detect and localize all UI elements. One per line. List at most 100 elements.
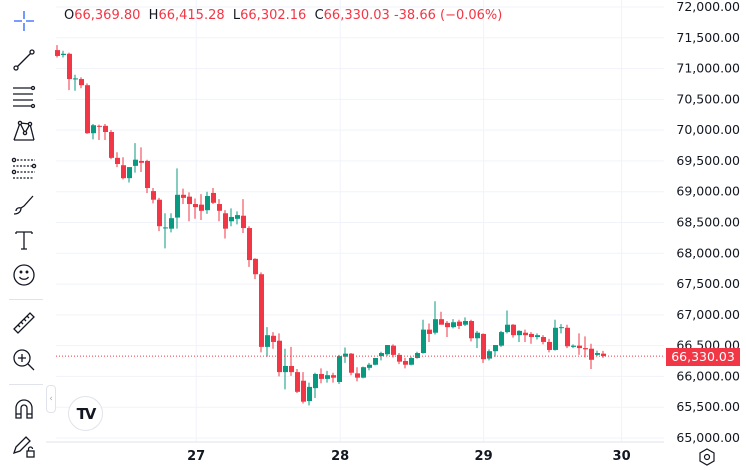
candle-body	[277, 340, 282, 373]
candle	[469, 319, 474, 342]
candle-body	[91, 125, 96, 134]
candle	[265, 327, 270, 357]
candle-body	[439, 319, 444, 325]
brush-tool[interactable]	[9, 190, 39, 220]
candle-body	[337, 356, 342, 382]
candle	[79, 77, 84, 89]
drawing-toolbar	[0, 0, 46, 470]
time-axis: 27 28 29 30	[187, 449, 630, 464]
candle	[157, 197, 162, 232]
candle-body	[595, 353, 600, 355]
pattern-tool[interactable]	[9, 116, 39, 146]
chart-settings-icon[interactable]	[697, 447, 717, 467]
candle-body	[109, 131, 114, 158]
candle	[499, 330, 504, 347]
candle	[151, 188, 156, 204]
candle-body	[565, 327, 570, 347]
candle-body	[331, 375, 336, 378]
candle	[601, 350, 606, 358]
candle	[109, 130, 114, 160]
candle	[121, 157, 126, 180]
candle	[475, 330, 480, 349]
candle	[271, 332, 276, 349]
candle	[199, 194, 204, 221]
price-tick-label: 71,000.00	[676, 61, 740, 76]
candle-body	[571, 345, 576, 347]
lock-drawings-icon	[12, 436, 35, 458]
close-key: C	[314, 8, 324, 23]
ohlc-legend: O66,369.80 H66,415.28 L66,302.16 C66,330…	[64, 8, 502, 23]
measure-tool[interactable]	[9, 308, 39, 338]
candle-body	[67, 53, 72, 80]
candle-body	[427, 329, 432, 334]
candle-body	[499, 332, 504, 346]
emoji-tool[interactable]	[9, 260, 39, 290]
trend-line-tool[interactable]	[9, 45, 39, 75]
fib-tool[interactable]	[9, 81, 39, 111]
candle-body	[601, 353, 606, 357]
candle	[241, 199, 246, 233]
candle	[409, 356, 414, 366]
price-tick-label: 65,000.00	[676, 430, 740, 445]
candle	[223, 210, 228, 239]
candle	[559, 324, 564, 334]
price-tick-label: 69,500.00	[676, 153, 740, 168]
candle	[145, 159, 150, 193]
candle-body	[589, 348, 594, 360]
candle-body	[55, 50, 60, 56]
candle	[127, 167, 132, 183]
change-value: -38.66 (−0.06%)	[393, 8, 503, 23]
zoom-tool[interactable]	[9, 345, 39, 375]
grid	[56, 0, 664, 442]
candle-body	[415, 353, 420, 358]
candle-body	[295, 372, 300, 392]
tradingview-logo[interactable]: TV	[68, 396, 103, 431]
candle	[289, 346, 294, 376]
candle	[301, 372, 306, 404]
candle-body	[529, 333, 534, 338]
candle	[337, 354, 342, 384]
candle-body	[391, 345, 396, 355]
current-price-tag: 66,330.03	[666, 348, 740, 366]
collapse-toolbar-button[interactable]: ‹	[46, 385, 56, 413]
candle	[247, 226, 252, 267]
candle-body	[121, 165, 126, 179]
candle-body	[271, 335, 276, 342]
text-tool[interactable]	[9, 225, 39, 255]
candle	[481, 333, 486, 363]
forecast-tool[interactable]	[9, 153, 39, 183]
lock-drawings-tool[interactable]	[9, 431, 39, 461]
candle-body	[457, 321, 462, 326]
candle	[451, 319, 456, 329]
candle-body	[517, 330, 522, 336]
candle-body	[511, 324, 516, 336]
candle	[259, 272, 264, 353]
toolbar-divider	[9, 384, 43, 385]
candle-body	[379, 353, 384, 357]
candle-body	[175, 194, 180, 218]
candle	[325, 370, 330, 383]
candle	[415, 351, 420, 359]
crosshair-tool[interactable]	[9, 6, 39, 36]
candle-body	[361, 367, 366, 378]
candle	[439, 311, 444, 325]
candle-body	[451, 322, 456, 328]
toolbar-divider	[9, 299, 43, 300]
magnet-icon	[15, 399, 33, 419]
candle	[97, 124, 102, 140]
price-tick-label: 69,000.00	[676, 184, 740, 199]
ruler-icon	[13, 312, 35, 334]
price-tick-label: 68,500.00	[676, 215, 740, 230]
candle-body	[265, 335, 270, 347]
candle	[529, 332, 534, 344]
candle-body	[475, 332, 480, 339]
candle-body	[385, 345, 390, 355]
magnet-tool[interactable]	[9, 394, 39, 424]
price-tick-label: 65,500.00	[676, 399, 740, 414]
candle-body	[61, 53, 66, 56]
candle	[115, 152, 120, 168]
candle	[505, 310, 510, 334]
candle-body	[505, 324, 510, 333]
candle	[577, 333, 582, 355]
